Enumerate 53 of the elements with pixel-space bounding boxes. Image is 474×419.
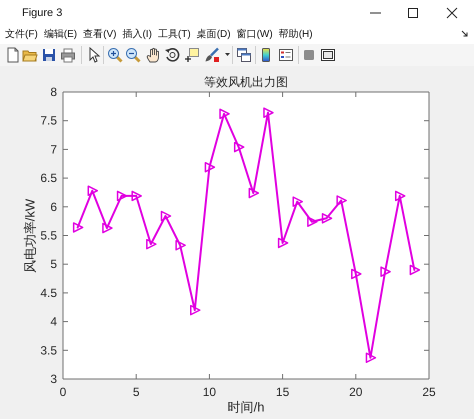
x-axis-title: 时间/h xyxy=(228,400,264,414)
y-tick-label: 5.5 xyxy=(40,228,58,242)
point xyxy=(102,222,113,234)
point xyxy=(131,190,142,202)
y-tick-label: 6.5 xyxy=(40,171,58,186)
x-tick-label: 25 xyxy=(422,385,436,399)
y-tick-label: 3.5 xyxy=(40,343,58,358)
point xyxy=(160,210,172,222)
point xyxy=(380,266,391,277)
text: 查看(V) xyxy=(83,28,116,41)
point xyxy=(175,240,186,251)
point xyxy=(72,222,84,233)
x-tick-label: 20 xyxy=(349,385,363,399)
x-tick-label: 10 xyxy=(202,385,216,399)
y-tick-label: 7.5 xyxy=(40,114,58,128)
text: 编辑(E) xyxy=(44,28,78,41)
point xyxy=(292,196,303,207)
y-tick-label: 8 xyxy=(50,85,58,99)
text: 工具(T) xyxy=(158,28,191,41)
point xyxy=(88,185,98,196)
point xyxy=(307,216,318,227)
point xyxy=(234,142,244,152)
y-tick-label: 3 xyxy=(50,372,58,386)
y-tick-label: 5 xyxy=(50,257,58,272)
text: 文件(F) xyxy=(5,28,38,41)
x-tick-label: 5 xyxy=(132,385,140,399)
text: 帮助(H) xyxy=(278,28,313,41)
y-tick-label: 4.5 xyxy=(40,286,58,300)
point xyxy=(146,238,157,250)
text: 桌面(D) xyxy=(196,28,231,41)
point xyxy=(351,268,362,280)
y-axis-title: 风电功率/kW xyxy=(22,198,38,273)
point xyxy=(394,190,406,202)
x-tick-label: 0 xyxy=(60,385,67,399)
point xyxy=(322,213,332,224)
chart-title: 等效风机出力图 xyxy=(204,75,288,89)
text: 窗口(W) xyxy=(236,28,273,41)
point xyxy=(190,304,201,316)
x-tick-label: 15 xyxy=(276,385,290,399)
y-tick-label: 6 xyxy=(50,200,58,214)
point xyxy=(366,352,376,364)
y-tick-label: 7 xyxy=(50,142,58,156)
point xyxy=(204,162,216,172)
point xyxy=(219,108,230,120)
point xyxy=(263,107,274,118)
point xyxy=(248,188,260,198)
point xyxy=(116,190,128,202)
text: 插入(I) xyxy=(122,28,152,41)
point xyxy=(278,238,288,248)
caption: Figure 3 xyxy=(22,6,62,20)
point xyxy=(410,264,420,276)
point xyxy=(336,195,347,206)
y-tick-label: 4 xyxy=(50,314,58,329)
